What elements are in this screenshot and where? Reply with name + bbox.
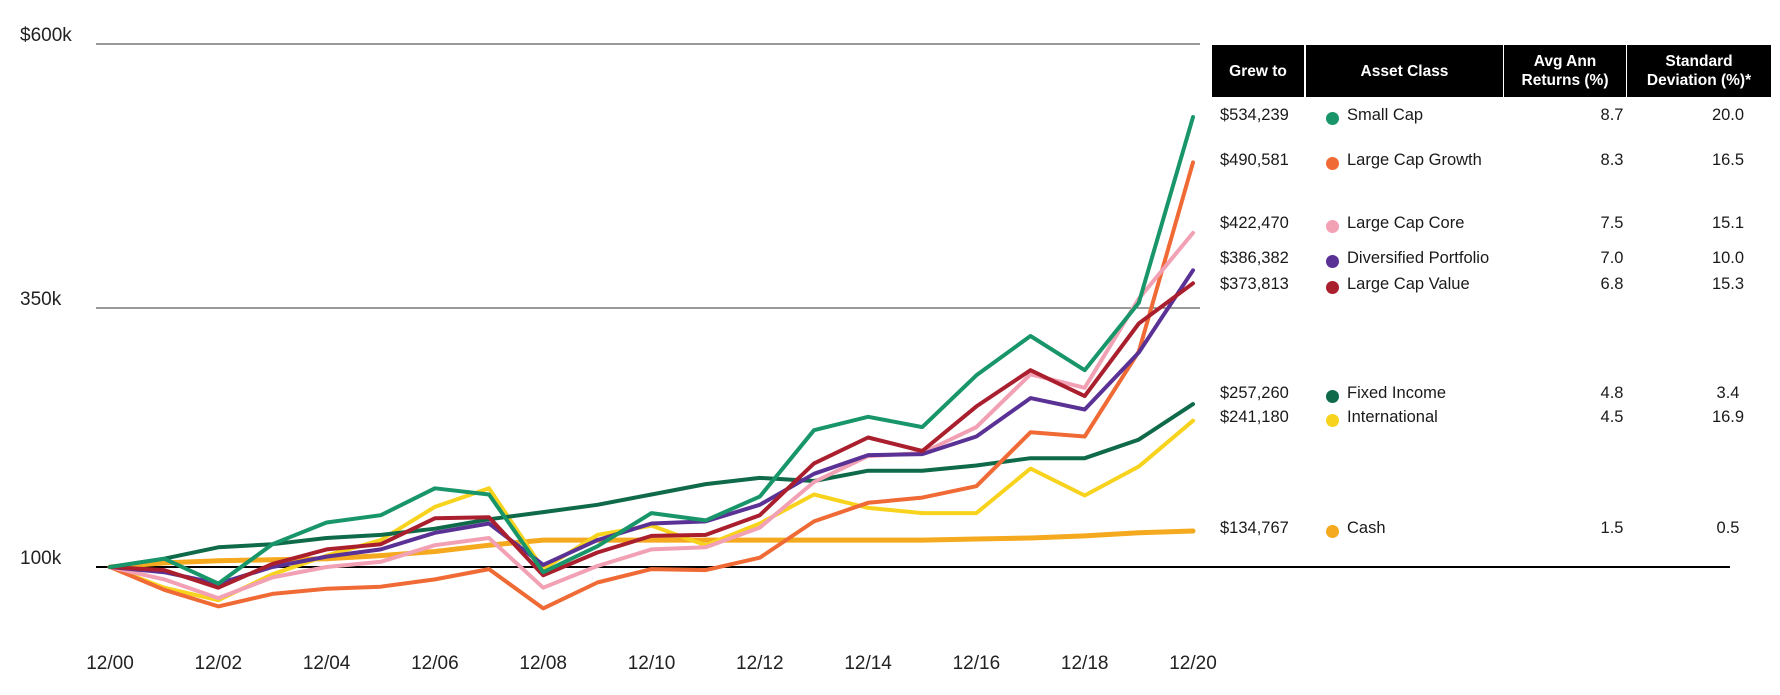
legend-row: $490,581 Large Cap Growth 8.3 16.5 [1212,151,1772,175]
legend-color-dot [1326,157,1339,170]
avg-return-value: 4.5 [1600,408,1624,426]
avg-return-value: 8.3 [1600,151,1624,169]
series-line-large-cap-value [108,281,1195,590]
avg-return-value: 4.8 [1600,384,1624,402]
header-grew-to-label: Grew to [1229,62,1287,80]
std-dev-value: 10.0 [1711,249,1745,267]
x-tick-label: 12/10 [627,653,676,674]
legend-color-dot [1326,525,1339,538]
header-sd-line2: Deviation (%)* [1646,72,1752,89]
asset-class-name: International [1347,408,1438,426]
x-tick-label: 12/00 [86,653,134,674]
asset-class-name: Cash [1347,519,1386,537]
x-tick-label: 12/16 [952,653,1001,674]
legend-color-dot [1326,281,1339,294]
series-line-diversified-portfolio [108,268,1195,586]
legend-color-dot [1326,112,1339,125]
x-tick-label: 12/12 [736,653,784,674]
grew-to-value: $241,180 [1220,408,1289,426]
asset-class-name: Large Cap Value [1347,275,1470,293]
header-std-dev: Standard Deviation (%)* [1626,45,1771,97]
avg-return-value: 1.5 [1600,519,1624,537]
grew-to-value: $373,813 [1220,275,1289,293]
legend-color-dot [1326,390,1339,403]
series-line-international [108,418,1195,603]
x-tick-label: 12/18 [1060,653,1109,674]
y-tick-label: $600k [20,25,72,46]
std-dev-value: 16.9 [1711,408,1745,426]
asset-class-name: Fixed Income [1347,384,1447,402]
grew-to-value: $386,382 [1220,249,1289,267]
avg-return-value: 7.0 [1600,249,1624,267]
legend-row: $386,382 Diversified Portfolio 7.0 10.0 [1212,249,1772,273]
asset-class-name: Large Cap Core [1347,214,1465,232]
avg-return-value: 8.7 [1600,106,1624,124]
legend-row: $134,767 Cash 1.5 0.5 [1212,519,1772,543]
header-sd-line1: Standard [1665,53,1733,70]
x-tick-label: 12/04 [302,653,351,674]
header-avg-returns: Avg Ann Returns (%) [1503,45,1626,97]
legend-row: $373,813 Large Cap Value 6.8 15.3 [1212,275,1772,299]
avg-return-value: 7.5 [1600,214,1624,232]
grew-to-value: $134,767 [1220,519,1289,537]
header-asset-class: Asset Class [1305,45,1503,97]
header-avg-line1: Avg Ann [1533,53,1597,70]
series-line-fixed-income [108,402,1195,569]
legend-row: $241,180 International 4.5 16.9 [1212,408,1772,432]
std-dev-value: 15.3 [1711,275,1745,293]
avg-return-value: 6.8 [1600,275,1624,293]
header-avg-line2: Returns (%) [1521,72,1609,89]
y-tick-label: 100k [20,548,62,569]
grew-to-value: $490,581 [1220,151,1289,169]
std-dev-value: 20.0 [1711,106,1745,124]
legend-row: $257,260 Fixed Income 4.8 3.4 [1212,384,1772,408]
std-dev-value: 16.5 [1711,151,1745,169]
x-tick-label: 12/06 [411,653,459,674]
header-grew-to: Grew to [1212,45,1304,97]
legend-color-dot [1326,414,1339,427]
asset-class-name: Small Cap [1347,106,1424,124]
x-tick-label: 12/20 [1169,653,1217,674]
asset-class-name: Large Cap Growth [1347,151,1482,169]
series-line-small-cap [108,115,1195,586]
legend-color-dot [1326,255,1339,268]
y-tick-label: 350k [20,289,62,310]
grew-to-value: $534,239 [1220,106,1289,124]
legend-row: $422,470 Large Cap Core 7.5 15.1 [1212,214,1772,238]
std-dev-value: 0.5 [1716,519,1740,537]
std-dev-value: 3.4 [1716,384,1740,402]
series-line-large-cap-core [108,230,1195,601]
std-dev-value: 15.1 [1711,214,1745,232]
asset-class-name: Diversified Portfolio [1347,249,1490,267]
x-tick-label: 12/02 [194,653,243,674]
legend-row: $534,239 Small Cap 8.7 20.0 [1212,106,1772,130]
legend-color-dot [1326,220,1339,233]
x-tick-label: 12/08 [519,653,567,674]
series-line-large-cap-growth [108,160,1195,611]
x-tick-label: 12/14 [844,653,892,674]
series-layer [107,115,1196,611]
header-asset-class-label: Asset Class [1360,62,1449,80]
grew-to-value: $257,260 [1220,384,1289,402]
grew-to-value: $422,470 [1220,214,1289,232]
